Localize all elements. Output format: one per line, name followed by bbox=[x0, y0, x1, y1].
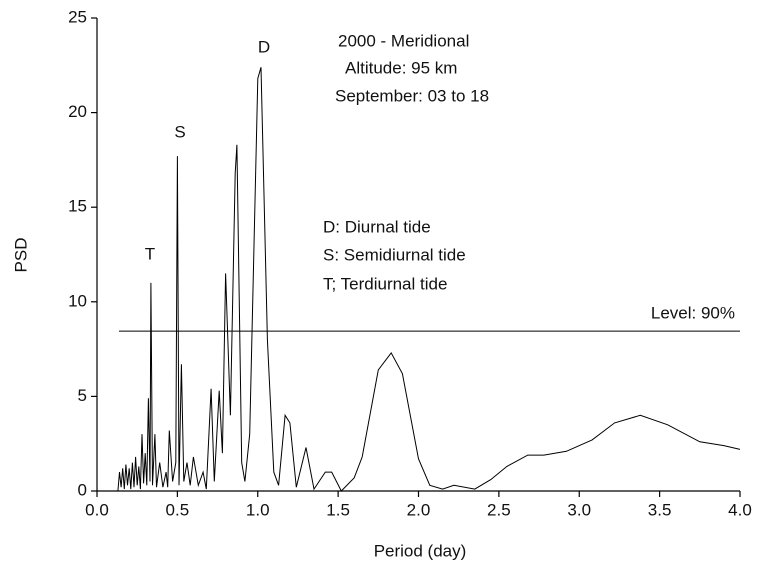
x-tick-label: 1.0 bbox=[246, 500, 270, 519]
annotation: Level: 90% bbox=[651, 303, 735, 322]
annotation: Altitude: 95 km bbox=[345, 58, 457, 77]
x-tick-label: 2.0 bbox=[407, 500, 431, 519]
annotation: T; Terdiurnal tide bbox=[323, 274, 447, 293]
y-axis-label: PSD bbox=[11, 238, 30, 273]
y-tick-label: 20 bbox=[68, 102, 87, 121]
y-tick-label: 0 bbox=[78, 480, 87, 499]
annotation: T bbox=[145, 244, 155, 263]
annotation: 2000 - Meridional bbox=[338, 31, 469, 50]
x-tick-label: 1.5 bbox=[326, 500, 350, 519]
y-tick-label: 15 bbox=[68, 197, 87, 216]
annotation: S bbox=[174, 122, 185, 141]
x-tick-label: 3.5 bbox=[648, 500, 672, 519]
y-tick-label: 25 bbox=[68, 7, 87, 26]
annotation: D bbox=[258, 37, 270, 56]
x-tick-label: 0.5 bbox=[166, 500, 190, 519]
x-tick-label: 4.0 bbox=[728, 500, 752, 519]
x-tick-label: 0.0 bbox=[85, 500, 109, 519]
annotation: S: Semidiurnal tide bbox=[323, 245, 466, 264]
x-axis-label: Period (day) bbox=[374, 541, 467, 560]
y-tick-label: 10 bbox=[68, 291, 87, 310]
series-line bbox=[117, 67, 741, 492]
annotation: D: Diurnal tide bbox=[323, 217, 431, 236]
x-tick-label: 2.5 bbox=[487, 500, 511, 519]
y-tick-label: 5 bbox=[78, 386, 87, 405]
annotation: September: 03 to 18 bbox=[335, 86, 489, 105]
x-tick-label: 3.0 bbox=[567, 500, 591, 519]
